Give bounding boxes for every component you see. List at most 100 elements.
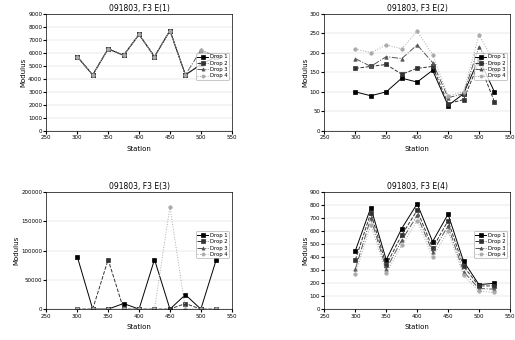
- Drop 1: [74, 255, 80, 259]
- Drop 3: [121, 53, 127, 57]
- Drop 4: [136, 307, 142, 311]
- Drop 2: [167, 29, 173, 33]
- Drop 2: [151, 55, 158, 59]
- Drop 2: [476, 61, 482, 65]
- X-axis label: Station: Station: [405, 324, 430, 330]
- Line: Drop 2: Drop 2: [354, 208, 496, 288]
- Y-axis label: Modulus: Modulus: [21, 58, 27, 87]
- Drop 2: [383, 263, 389, 267]
- Drop 1: [414, 80, 420, 84]
- Legend: Drop 1, Drop 2, Drop 3, Drop 4: Drop 1, Drop 2, Drop 3, Drop 4: [196, 53, 229, 80]
- Drop 4: [182, 73, 188, 77]
- Drop 4: [121, 307, 127, 311]
- Drop 3: [368, 216, 374, 220]
- Drop 1: [368, 94, 374, 98]
- Drop 4: [213, 55, 219, 59]
- Title: 091803, F3 E(1): 091803, F3 E(1): [109, 4, 169, 13]
- Legend: Drop 1, Drop 2, Drop 3, Drop 4: Drop 1, Drop 2, Drop 3, Drop 4: [474, 53, 507, 80]
- Drop 3: [90, 307, 96, 311]
- Drop 4: [74, 307, 80, 311]
- Line: Drop 1: Drop 1: [354, 57, 496, 107]
- Drop 3: [399, 56, 405, 61]
- Drop 4: [352, 272, 358, 276]
- Drop 2: [368, 211, 374, 215]
- Drop 3: [213, 55, 219, 59]
- Line: Drop 1: Drop 1: [76, 29, 218, 76]
- Drop 1: [121, 53, 127, 57]
- Drop 1: [445, 103, 451, 107]
- Drop 2: [430, 246, 436, 250]
- Drop 1: [213, 55, 219, 59]
- Drop 3: [460, 270, 467, 274]
- Drop 4: [105, 307, 111, 311]
- Drop 1: [476, 56, 482, 61]
- Drop 2: [90, 307, 96, 311]
- Drop 4: [383, 271, 389, 275]
- Drop 3: [383, 55, 389, 59]
- Drop 1: [445, 212, 451, 216]
- Drop 3: [105, 47, 111, 51]
- Drop 1: [383, 258, 389, 262]
- Drop 4: [90, 307, 96, 311]
- Drop 4: [476, 289, 482, 293]
- Drop 1: [167, 29, 173, 33]
- Drop 1: [198, 63, 204, 67]
- Drop 2: [198, 307, 204, 311]
- Drop 4: [368, 51, 374, 55]
- Drop 2: [445, 102, 451, 106]
- Drop 3: [460, 92, 467, 96]
- Drop 2: [460, 264, 467, 268]
- Line: Drop 3: Drop 3: [354, 214, 496, 291]
- Drop 2: [414, 66, 420, 70]
- Drop 2: [151, 307, 158, 311]
- Drop 4: [198, 307, 204, 311]
- Drop 3: [352, 56, 358, 61]
- Drop 1: [136, 307, 142, 311]
- Drop 2: [414, 208, 420, 212]
- Drop 2: [105, 47, 111, 51]
- Drop 4: [491, 290, 497, 294]
- Drop 4: [399, 243, 405, 248]
- Line: Drop 3: Drop 3: [76, 307, 218, 311]
- Drop 1: [90, 73, 96, 77]
- Drop 3: [430, 61, 436, 65]
- Drop 2: [368, 64, 374, 68]
- Drop 4: [383, 43, 389, 47]
- Line: Drop 2: Drop 2: [354, 61, 496, 105]
- Drop 3: [198, 307, 204, 311]
- Drop 3: [167, 29, 173, 33]
- Drop 1: [352, 90, 358, 94]
- Drop 3: [167, 307, 173, 311]
- Drop 3: [198, 48, 204, 52]
- Drop 1: [430, 68, 436, 72]
- Drop 4: [414, 219, 420, 223]
- X-axis label: Station: Station: [127, 146, 151, 152]
- X-axis label: Station: Station: [127, 324, 151, 330]
- Drop 1: [491, 281, 497, 285]
- Drop 4: [167, 205, 173, 209]
- Drop 4: [198, 48, 204, 52]
- Line: Drop 2: Drop 2: [76, 29, 218, 76]
- Drop 3: [399, 238, 405, 242]
- Drop 2: [90, 73, 96, 77]
- Drop 3: [74, 307, 80, 311]
- Drop 3: [151, 55, 158, 59]
- Drop 3: [445, 96, 451, 100]
- Drop 3: [136, 32, 142, 36]
- Drop 2: [491, 100, 497, 104]
- Line: Drop 1: Drop 1: [354, 202, 496, 286]
- Drop 1: [414, 202, 420, 206]
- X-axis label: Station: Station: [405, 146, 430, 152]
- Drop 4: [136, 32, 142, 36]
- Drop 4: [491, 61, 497, 65]
- Drop 2: [445, 219, 451, 223]
- Drop 2: [399, 72, 405, 76]
- Line: Drop 4: Drop 4: [76, 29, 218, 76]
- Drop 3: [182, 73, 188, 77]
- Line: Drop 4: Drop 4: [76, 205, 218, 311]
- Drop 2: [136, 32, 142, 36]
- Drop 4: [430, 53, 436, 57]
- Drop 1: [151, 257, 158, 261]
- Drop 1: [399, 76, 405, 80]
- Drop 4: [74, 55, 80, 59]
